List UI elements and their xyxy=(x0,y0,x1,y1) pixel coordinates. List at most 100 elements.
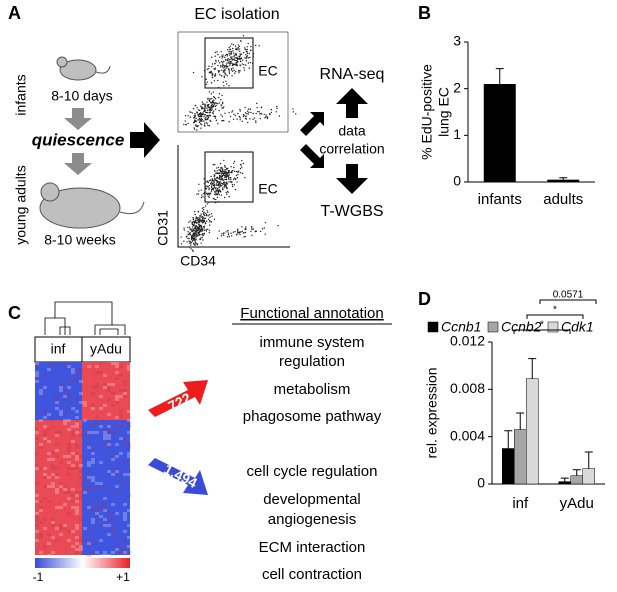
group-label: inf xyxy=(51,341,66,357)
dot xyxy=(187,122,189,124)
dot xyxy=(237,171,239,174)
term: cell contraction xyxy=(262,566,362,583)
dot xyxy=(239,50,241,53)
dot xyxy=(229,115,232,118)
heat-cell xyxy=(87,470,91,473)
dot xyxy=(232,63,234,65)
heat-cell xyxy=(63,491,67,494)
dot xyxy=(252,55,254,58)
dot xyxy=(197,222,199,224)
heat-cell xyxy=(107,425,111,428)
axis-label: CD31 xyxy=(155,210,171,246)
dot xyxy=(194,237,196,239)
dot xyxy=(219,56,221,58)
dot xyxy=(204,122,206,124)
panel-label: C xyxy=(8,303,21,323)
heat-cell xyxy=(35,380,39,383)
dot xyxy=(238,45,241,48)
dot xyxy=(255,112,257,115)
dot xyxy=(276,107,278,110)
dot xyxy=(209,192,211,195)
heat-cell xyxy=(67,461,71,464)
dot xyxy=(233,55,235,58)
heat-cell xyxy=(111,404,115,407)
error-bar xyxy=(516,412,525,430)
dot xyxy=(193,117,195,119)
heat-cell xyxy=(95,386,99,389)
dot xyxy=(229,61,231,63)
dot xyxy=(191,112,194,114)
heat-cell xyxy=(127,545,131,548)
dot xyxy=(205,230,208,232)
dot xyxy=(239,108,241,111)
dot xyxy=(200,213,202,215)
heat-cell xyxy=(87,488,91,491)
heat-cell xyxy=(59,461,63,464)
dot xyxy=(221,175,223,178)
heat-cell xyxy=(63,413,67,416)
dot xyxy=(210,190,213,193)
heat-cell xyxy=(51,536,55,539)
dot xyxy=(277,224,279,227)
dot xyxy=(196,129,198,131)
dot xyxy=(227,49,229,51)
dot xyxy=(223,174,226,177)
heat-cell xyxy=(115,512,119,515)
dot xyxy=(183,227,185,229)
dot xyxy=(234,114,237,117)
heat-cell xyxy=(43,527,47,530)
dot xyxy=(245,60,248,62)
error-bar xyxy=(584,451,593,469)
heat-cell xyxy=(79,518,83,521)
dot xyxy=(183,123,185,126)
dot xyxy=(213,170,216,172)
significance-bracket xyxy=(513,329,571,334)
dot xyxy=(221,233,223,235)
dot xyxy=(208,184,211,187)
dot xyxy=(245,64,247,66)
dot xyxy=(235,63,238,65)
heat-cell xyxy=(67,380,71,383)
heat-cell xyxy=(59,419,63,422)
dot xyxy=(222,170,224,172)
dot xyxy=(224,175,227,178)
heat-cell xyxy=(43,485,47,488)
dot xyxy=(222,172,224,175)
y-tick-label: 0.004 xyxy=(450,427,485,443)
dot xyxy=(230,69,233,71)
dot xyxy=(227,169,230,172)
dot xyxy=(208,112,211,114)
heat-cell xyxy=(127,431,131,434)
dot xyxy=(240,57,242,60)
heat-cell xyxy=(79,380,83,383)
heat-cell xyxy=(39,536,43,539)
heat-cell xyxy=(103,428,107,431)
dot xyxy=(225,172,227,174)
dot xyxy=(221,115,224,118)
dot xyxy=(189,228,192,231)
annotation-title: Functional annotation xyxy=(240,305,383,322)
dot xyxy=(205,181,207,183)
dot xyxy=(203,114,206,116)
dot xyxy=(193,223,196,225)
dot xyxy=(198,117,201,120)
dot xyxy=(228,50,230,53)
heat-cell xyxy=(123,515,127,518)
heat-cell xyxy=(71,425,75,428)
dot xyxy=(204,205,207,207)
heat-cell xyxy=(115,428,119,431)
heat-cell xyxy=(115,377,119,380)
dot xyxy=(204,191,206,193)
dot xyxy=(243,114,245,117)
heat-cell xyxy=(75,512,79,515)
dot xyxy=(216,172,219,174)
dot xyxy=(256,102,258,105)
error-bar xyxy=(572,469,581,476)
dot xyxy=(233,177,236,179)
heat-cell xyxy=(79,497,83,500)
dot xyxy=(229,54,231,56)
dot xyxy=(208,67,210,70)
dot xyxy=(201,218,204,220)
dot xyxy=(226,55,228,57)
dot xyxy=(252,228,255,230)
